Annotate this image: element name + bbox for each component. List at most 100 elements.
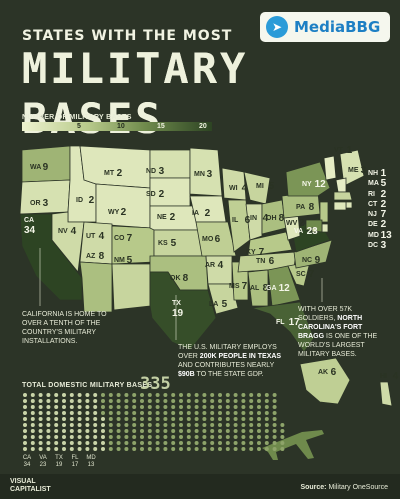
base-dot [108, 405, 113, 409]
state-nm[interactable] [111, 263, 151, 311]
state-dc[interactable] [311, 227, 317, 233]
base-dot [241, 393, 246, 397]
base-dot [163, 393, 168, 397]
base-dot [179, 447, 183, 451]
state-md[interactable] [305, 219, 323, 233]
base-dot [225, 393, 230, 397]
state-fl[interactable] [251, 301, 315, 353]
state-value-ne: 2 [170, 212, 176, 223]
state-shapes [19, 145, 393, 407]
state-ma[interactable] [333, 191, 353, 201]
base-dot [186, 399, 191, 403]
base-dot [163, 441, 168, 445]
state-ga[interactable] [267, 265, 301, 307]
base-dot [77, 429, 82, 433]
base-dot [225, 435, 230, 439]
base-dot [241, 411, 246, 415]
state-vt[interactable] [323, 155, 337, 181]
state-value-nj: 7 [381, 209, 387, 220]
base-dot [186, 435, 191, 439]
state-hi[interactable] [379, 381, 393, 407]
base-dot [23, 423, 27, 427]
base-dot [202, 393, 207, 397]
note-bragg-bold: NORTH CAROLINA'S FORT BRAGG [298, 315, 363, 340]
base-dot [77, 399, 82, 403]
base-dot [257, 405, 261, 409]
state-az[interactable] [79, 261, 113, 313]
note-texas: THE U.S. MILITARY EMPLOYS OVER 200K PEOP… [178, 343, 288, 379]
base-dot [155, 423, 160, 427]
state-mt[interactable] [79, 145, 151, 189]
base-dot [257, 417, 261, 421]
base-dot [116, 423, 121, 427]
base-dot [69, 441, 74, 445]
state-ak[interactable] [299, 357, 351, 405]
base-dot [210, 411, 215, 415]
base-dot [38, 411, 43, 415]
state-mo[interactable] [195, 221, 237, 257]
state-value-in: 4 [263, 213, 269, 224]
base-dot [140, 417, 144, 421]
base-dot [85, 435, 90, 439]
state-il[interactable] [227, 199, 251, 253]
state-ut[interactable] [79, 221, 113, 265]
base-dot [249, 411, 254, 415]
state-ct[interactable] [333, 201, 347, 211]
base-dot [108, 393, 113, 397]
brand-logo[interactable]: VISUAL CAPITALIST [10, 478, 51, 494]
state-ri[interactable] [345, 201, 353, 209]
base-dot [77, 423, 82, 427]
state-label-nc: NC [302, 257, 312, 264]
base-dot [62, 399, 66, 403]
state-label-az: AZ [86, 253, 96, 260]
base-dot [85, 447, 90, 451]
state-in[interactable] [245, 203, 263, 241]
dot-label: TX 19 [55, 455, 63, 468]
base-dot [54, 411, 59, 415]
base-dot [124, 447, 129, 451]
base-dot [30, 417, 35, 421]
base-dot [233, 441, 238, 445]
watermark-text: MediaBBG [294, 18, 381, 36]
base-dot [218, 417, 222, 421]
base-dot [155, 417, 160, 421]
state-label-nv: NV [58, 228, 68, 235]
base-dot [186, 429, 191, 433]
state-la[interactable] [207, 283, 239, 315]
base-dot [218, 435, 222, 439]
base-dot [218, 429, 222, 433]
base-dot [101, 393, 105, 397]
base-dot [54, 417, 59, 421]
state-tx[interactable] [149, 271, 217, 351]
base-dot [54, 435, 59, 439]
state-label-fl: FL [276, 319, 285, 326]
state-value-ut: 4 [99, 231, 105, 242]
base-dot [77, 435, 82, 439]
base-dot [124, 393, 129, 397]
base-dot [202, 399, 207, 403]
base-dot [38, 423, 43, 427]
base-dot [30, 405, 35, 409]
state-ny[interactable] [285, 161, 331, 197]
state-label-ok: OK [170, 275, 181, 282]
state-nj[interactable] [319, 201, 329, 223]
base-dot [171, 441, 176, 445]
base-dot [23, 399, 27, 403]
state-sd[interactable] [149, 177, 191, 207]
base-dot [210, 423, 215, 427]
base-dot [218, 393, 222, 397]
watermark-badge[interactable]: ➤ MediaBBG [260, 12, 390, 42]
base-dot [179, 417, 183, 421]
state-de[interactable] [321, 223, 329, 233]
note-fort-bragg: WITH OVER 57K SOLDIERS, NORTH CAROLINA'S… [298, 305, 390, 359]
base-dot [264, 405, 269, 409]
state-wy[interactable] [95, 183, 151, 229]
state-nh[interactable] [335, 177, 347, 193]
state-label-ks: KS [158, 240, 168, 247]
state-ky[interactable] [247, 231, 293, 257]
state-me[interactable] [339, 149, 365, 187]
base-dot [85, 393, 90, 397]
base-dot [69, 435, 74, 439]
base-dot [225, 447, 230, 451]
base-dot [155, 411, 160, 415]
